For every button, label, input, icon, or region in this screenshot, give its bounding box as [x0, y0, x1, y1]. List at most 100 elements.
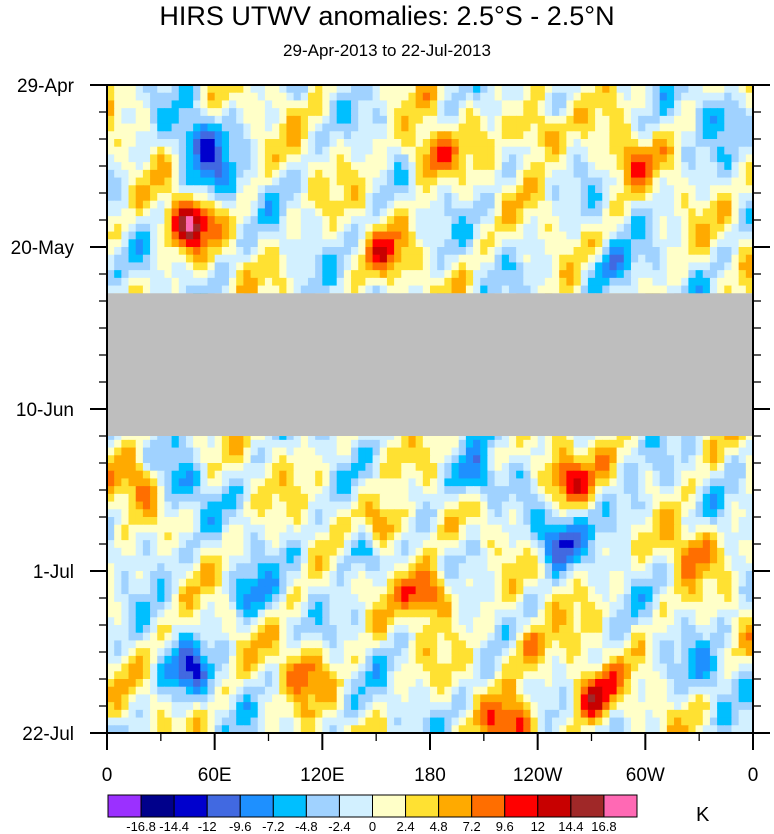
- anomaly-cell: [307, 254, 316, 264]
- anomaly-cell: [322, 216, 331, 225]
- anomaly-cell: [128, 123, 137, 132]
- anomaly-cell: [214, 285, 223, 294]
- anomaly-cell: [544, 463, 553, 472]
- anomaly-cell: [587, 470, 596, 480]
- anomaly-cell: [458, 154, 467, 163]
- anomaly-cell: [358, 185, 366, 194]
- anomaly-cell: [229, 108, 237, 117]
- anomaly-cell: [494, 177, 503, 186]
- anomaly-cell: [250, 100, 259, 109]
- anomaly-cell: [666, 108, 675, 117]
- anomaly-cell: [731, 131, 740, 140]
- anomaly-cell: [300, 447, 309, 456]
- anomaly-cell: [745, 486, 754, 495]
- anomaly-cell: [307, 463, 316, 472]
- anomaly-cell: [307, 85, 316, 94]
- anomaly-cell: [623, 463, 632, 472]
- anomaly-cell: [307, 208, 316, 217]
- anomaly-cell: [142, 478, 151, 487]
- anomaly-cell: [171, 85, 180, 94]
- anomaly-cell: [336, 139, 345, 148]
- anomaly-cell: [243, 208, 252, 217]
- anomaly-cell: [307, 231, 316, 240]
- anomaly-cell: [307, 193, 316, 202]
- anomaly-cell: [731, 216, 740, 225]
- anomaly-cell: [501, 146, 510, 156]
- anomaly-cell: [552, 501, 560, 510]
- anomaly-cell: [164, 463, 173, 472]
- anomaly-cell: [695, 463, 704, 472]
- anomaly-cell: [200, 239, 209, 248]
- anomaly-cell: [365, 139, 374, 148]
- anomaly-cell: [135, 154, 144, 163]
- anomaly-cell: [157, 478, 166, 487]
- anomaly-cell: [645, 439, 654, 449]
- anomaly-cell: [523, 470, 532, 480]
- anomaly-cell: [609, 85, 618, 94]
- anomaly-cell: [107, 115, 115, 125]
- anomaly-cell: [688, 162, 697, 171]
- anomaly-cell: [595, 216, 603, 225]
- anomaly-cell: [343, 208, 352, 217]
- anomaly-cell: [128, 254, 137, 264]
- anomaly-cell: [207, 92, 216, 102]
- anomaly-cell: [236, 131, 244, 140]
- anomaly-cell: [717, 115, 725, 125]
- anomaly-cell: [487, 239, 496, 248]
- anomaly-cell: [530, 100, 539, 109]
- anomaly-cell: [717, 447, 725, 456]
- anomaly-cell: [386, 277, 395, 287]
- anomaly-cell: [193, 277, 201, 287]
- anomaly-cell: [128, 247, 137, 256]
- anomaly-cell: [465, 501, 474, 510]
- anomaly-cell: [257, 169, 266, 179]
- anomaly-cell: [731, 493, 740, 503]
- anomaly-cell: [178, 169, 187, 179]
- anomaly-cell: [674, 100, 682, 109]
- anomaly-cell: [401, 439, 410, 449]
- anomaly-cell: [638, 463, 646, 472]
- anomaly-cell: [300, 108, 309, 117]
- anomaly-cell: [329, 162, 338, 171]
- anomaly-cell: [530, 285, 539, 294]
- anomaly-cell: [552, 470, 560, 480]
- anomaly-cell: [473, 239, 481, 248]
- anomaly-cell: [157, 100, 166, 109]
- anomaly-cell: [666, 131, 675, 140]
- anomaly-cell: [738, 169, 747, 179]
- anomaly-cell: [372, 108, 381, 117]
- anomaly-cell: [630, 154, 639, 163]
- anomaly-cell: [494, 200, 503, 210]
- anomaly-cell: [293, 139, 302, 148]
- anomaly-cell: [638, 208, 646, 217]
- anomaly-cell: [343, 146, 352, 156]
- anomaly-cell: [630, 208, 639, 217]
- anomaly-cell: [616, 493, 625, 503]
- anomaly-cell: [724, 478, 733, 487]
- anomaly-cell: [465, 208, 474, 217]
- anomaly-cell: [552, 478, 560, 487]
- anomaly-cell: [351, 254, 359, 264]
- anomaly-cell: [430, 92, 438, 102]
- anomaly-cell: [638, 501, 646, 510]
- anomaly-cell: [128, 285, 137, 294]
- anomaly-cell: [250, 92, 259, 102]
- anomaly-cell: [444, 455, 453, 464]
- anomaly-cell: [559, 193, 567, 202]
- anomaly-cell: [157, 493, 166, 503]
- anomaly-cell: [623, 501, 632, 510]
- anomaly-cell: [709, 231, 718, 240]
- anomaly-cell: [221, 193, 230, 202]
- anomaly-cell: [315, 262, 323, 271]
- anomaly-cell: [659, 493, 668, 503]
- anomaly-cell: [243, 493, 252, 503]
- anomaly-cell: [185, 470, 194, 480]
- anomaly-cell: [480, 455, 489, 464]
- anomaly-cell: [386, 501, 395, 510]
- anomaly-cell: [451, 146, 460, 156]
- anomaly-cell: [695, 108, 704, 117]
- anomaly-cell: [717, 270, 725, 279]
- anomaly-cell: [365, 123, 374, 132]
- anomaly-cell: [121, 216, 130, 225]
- anomaly-cell: [415, 478, 424, 487]
